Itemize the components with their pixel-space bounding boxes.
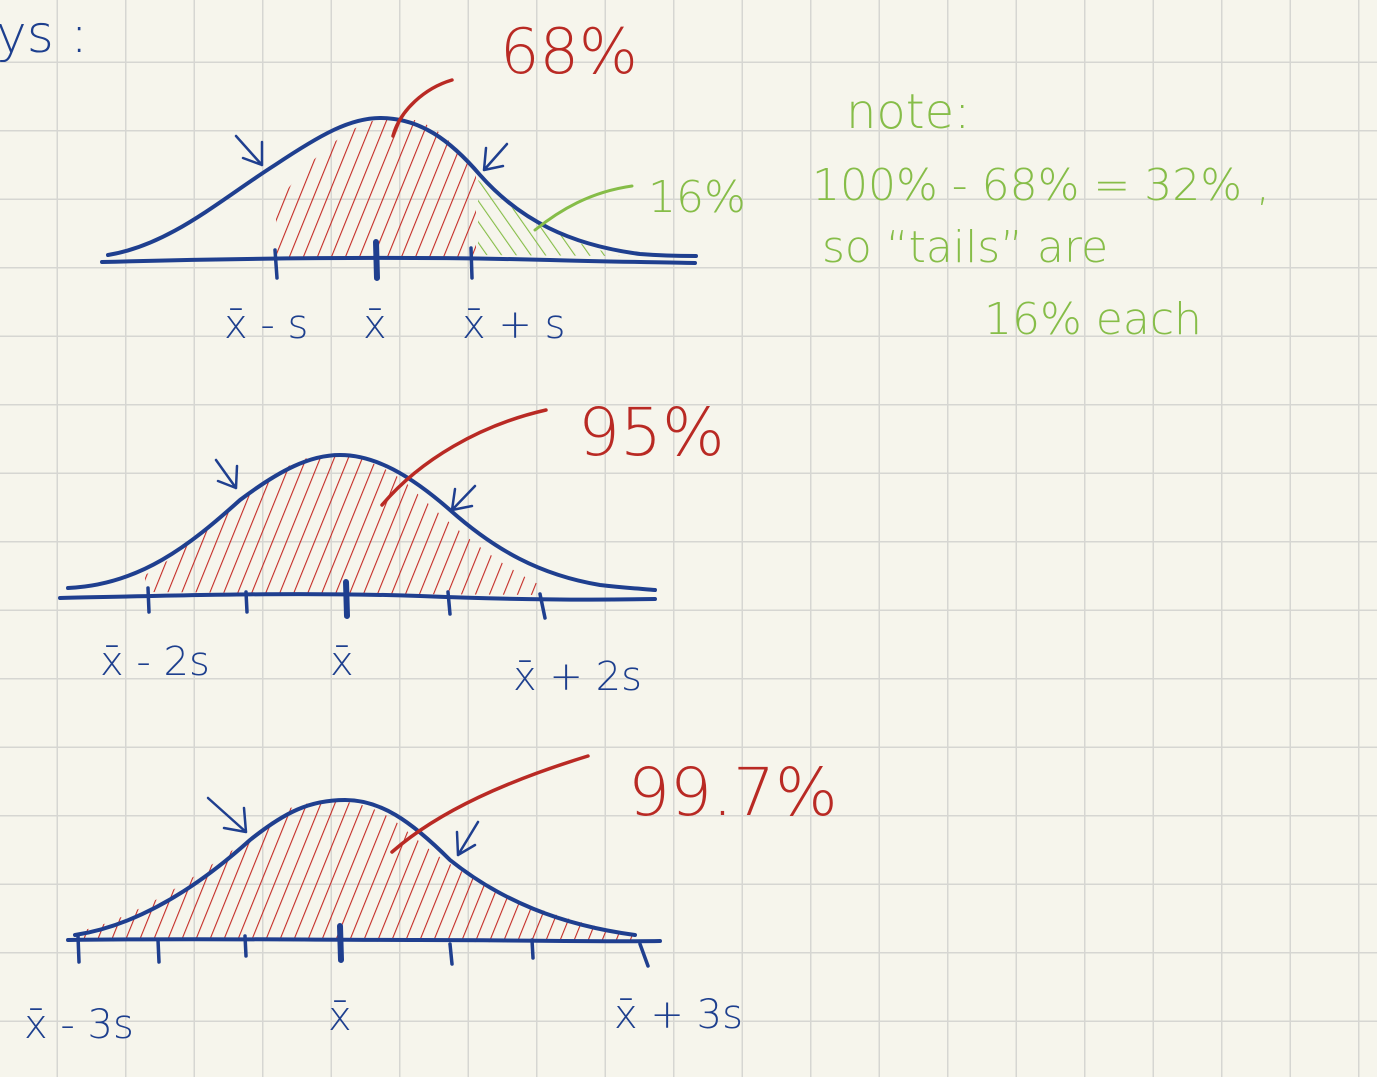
tick-mean-3 (337, 923, 344, 963)
tick-minus-1s (273, 248, 279, 280)
tick-label-plus-2s: x̄ + 2s (513, 654, 642, 700)
tick-minus-2s (146, 586, 151, 614)
tick-minus-2s-3 (156, 938, 161, 964)
tick-minus-1s-3 (243, 934, 248, 958)
shaded-region-95 (145, 454, 540, 595)
note-title: note: (846, 84, 970, 140)
percent-label-95: 95% (578, 394, 725, 471)
note-line-2: so “tails” are (822, 222, 1108, 273)
arrow-left-2 (214, 458, 239, 490)
axis-2 (58, 592, 657, 602)
leader-16 (533, 184, 634, 232)
tick-label-minus-1s: x̄ - s (224, 302, 308, 348)
percent-label-99-7: 99.7% (628, 754, 838, 831)
bell-curve-3 (73, 798, 637, 937)
tick-mean-2 (343, 579, 350, 619)
leader-95 (380, 408, 548, 507)
diagram-2-sd: 95% x̄ - 2s x̄ x̄ + 2s (58, 394, 725, 700)
note-line-1: 100% - 68% = 32% , (812, 160, 1270, 211)
tick-minus-3s (76, 934, 81, 964)
tick-plus-2s (538, 592, 547, 620)
tick-plus-1s (469, 246, 474, 280)
tick-minus-1s-2 (244, 590, 249, 614)
header-fragment: ys : (0, 5, 88, 65)
tick-label-mean-1: x̄ (363, 302, 387, 348)
note-block: note: 100% - 68% = 32% , so “tails” are … (812, 84, 1270, 345)
tick-plus-3s (638, 942, 650, 968)
arrow-right-2 (450, 484, 477, 512)
bell-curve-2 (66, 453, 657, 592)
note-line-3: 16% each (984, 294, 1202, 345)
tick-mean-1 (373, 239, 380, 281)
tick-label-mean-2: x̄ (330, 639, 354, 685)
tick-label-plus-1s: x̄ + s (462, 302, 565, 348)
shaded-region-99-7 (75, 801, 640, 943)
leader-99-7 (390, 754, 590, 854)
tick-label-minus-2s: x̄ - 2s (100, 639, 210, 685)
diagram-3-sd: 99.7% x̄ - 3s x̄ x̄ + 3s (24, 754, 838, 1048)
tick-label-plus-3s: x̄ + 3s (614, 992, 743, 1038)
tick-plus-1s-3 (448, 942, 454, 966)
percent-label-68: 68% (500, 15, 638, 88)
arrow-right-3 (455, 820, 480, 857)
arrow-right-1 (482, 142, 509, 172)
arrow-left-3 (206, 796, 248, 834)
diagram-1-sd: 68% 16% x̄ - s x̄ x̄ + s (100, 15, 746, 348)
leader-68 (391, 78, 454, 138)
tick-plus-1s-2 (446, 590, 452, 616)
axis-1 (100, 255, 697, 265)
tick-plus-2s-3 (530, 938, 535, 960)
arrow-left-1 (234, 134, 264, 167)
tick-label-minus-3s: x̄ - 3s (24, 1002, 134, 1048)
axis-3 (66, 937, 662, 944)
tick-label-mean-3: x̄ (328, 994, 352, 1040)
tail-label-16: 16% (648, 172, 746, 223)
bell-curve-1 (106, 116, 698, 258)
